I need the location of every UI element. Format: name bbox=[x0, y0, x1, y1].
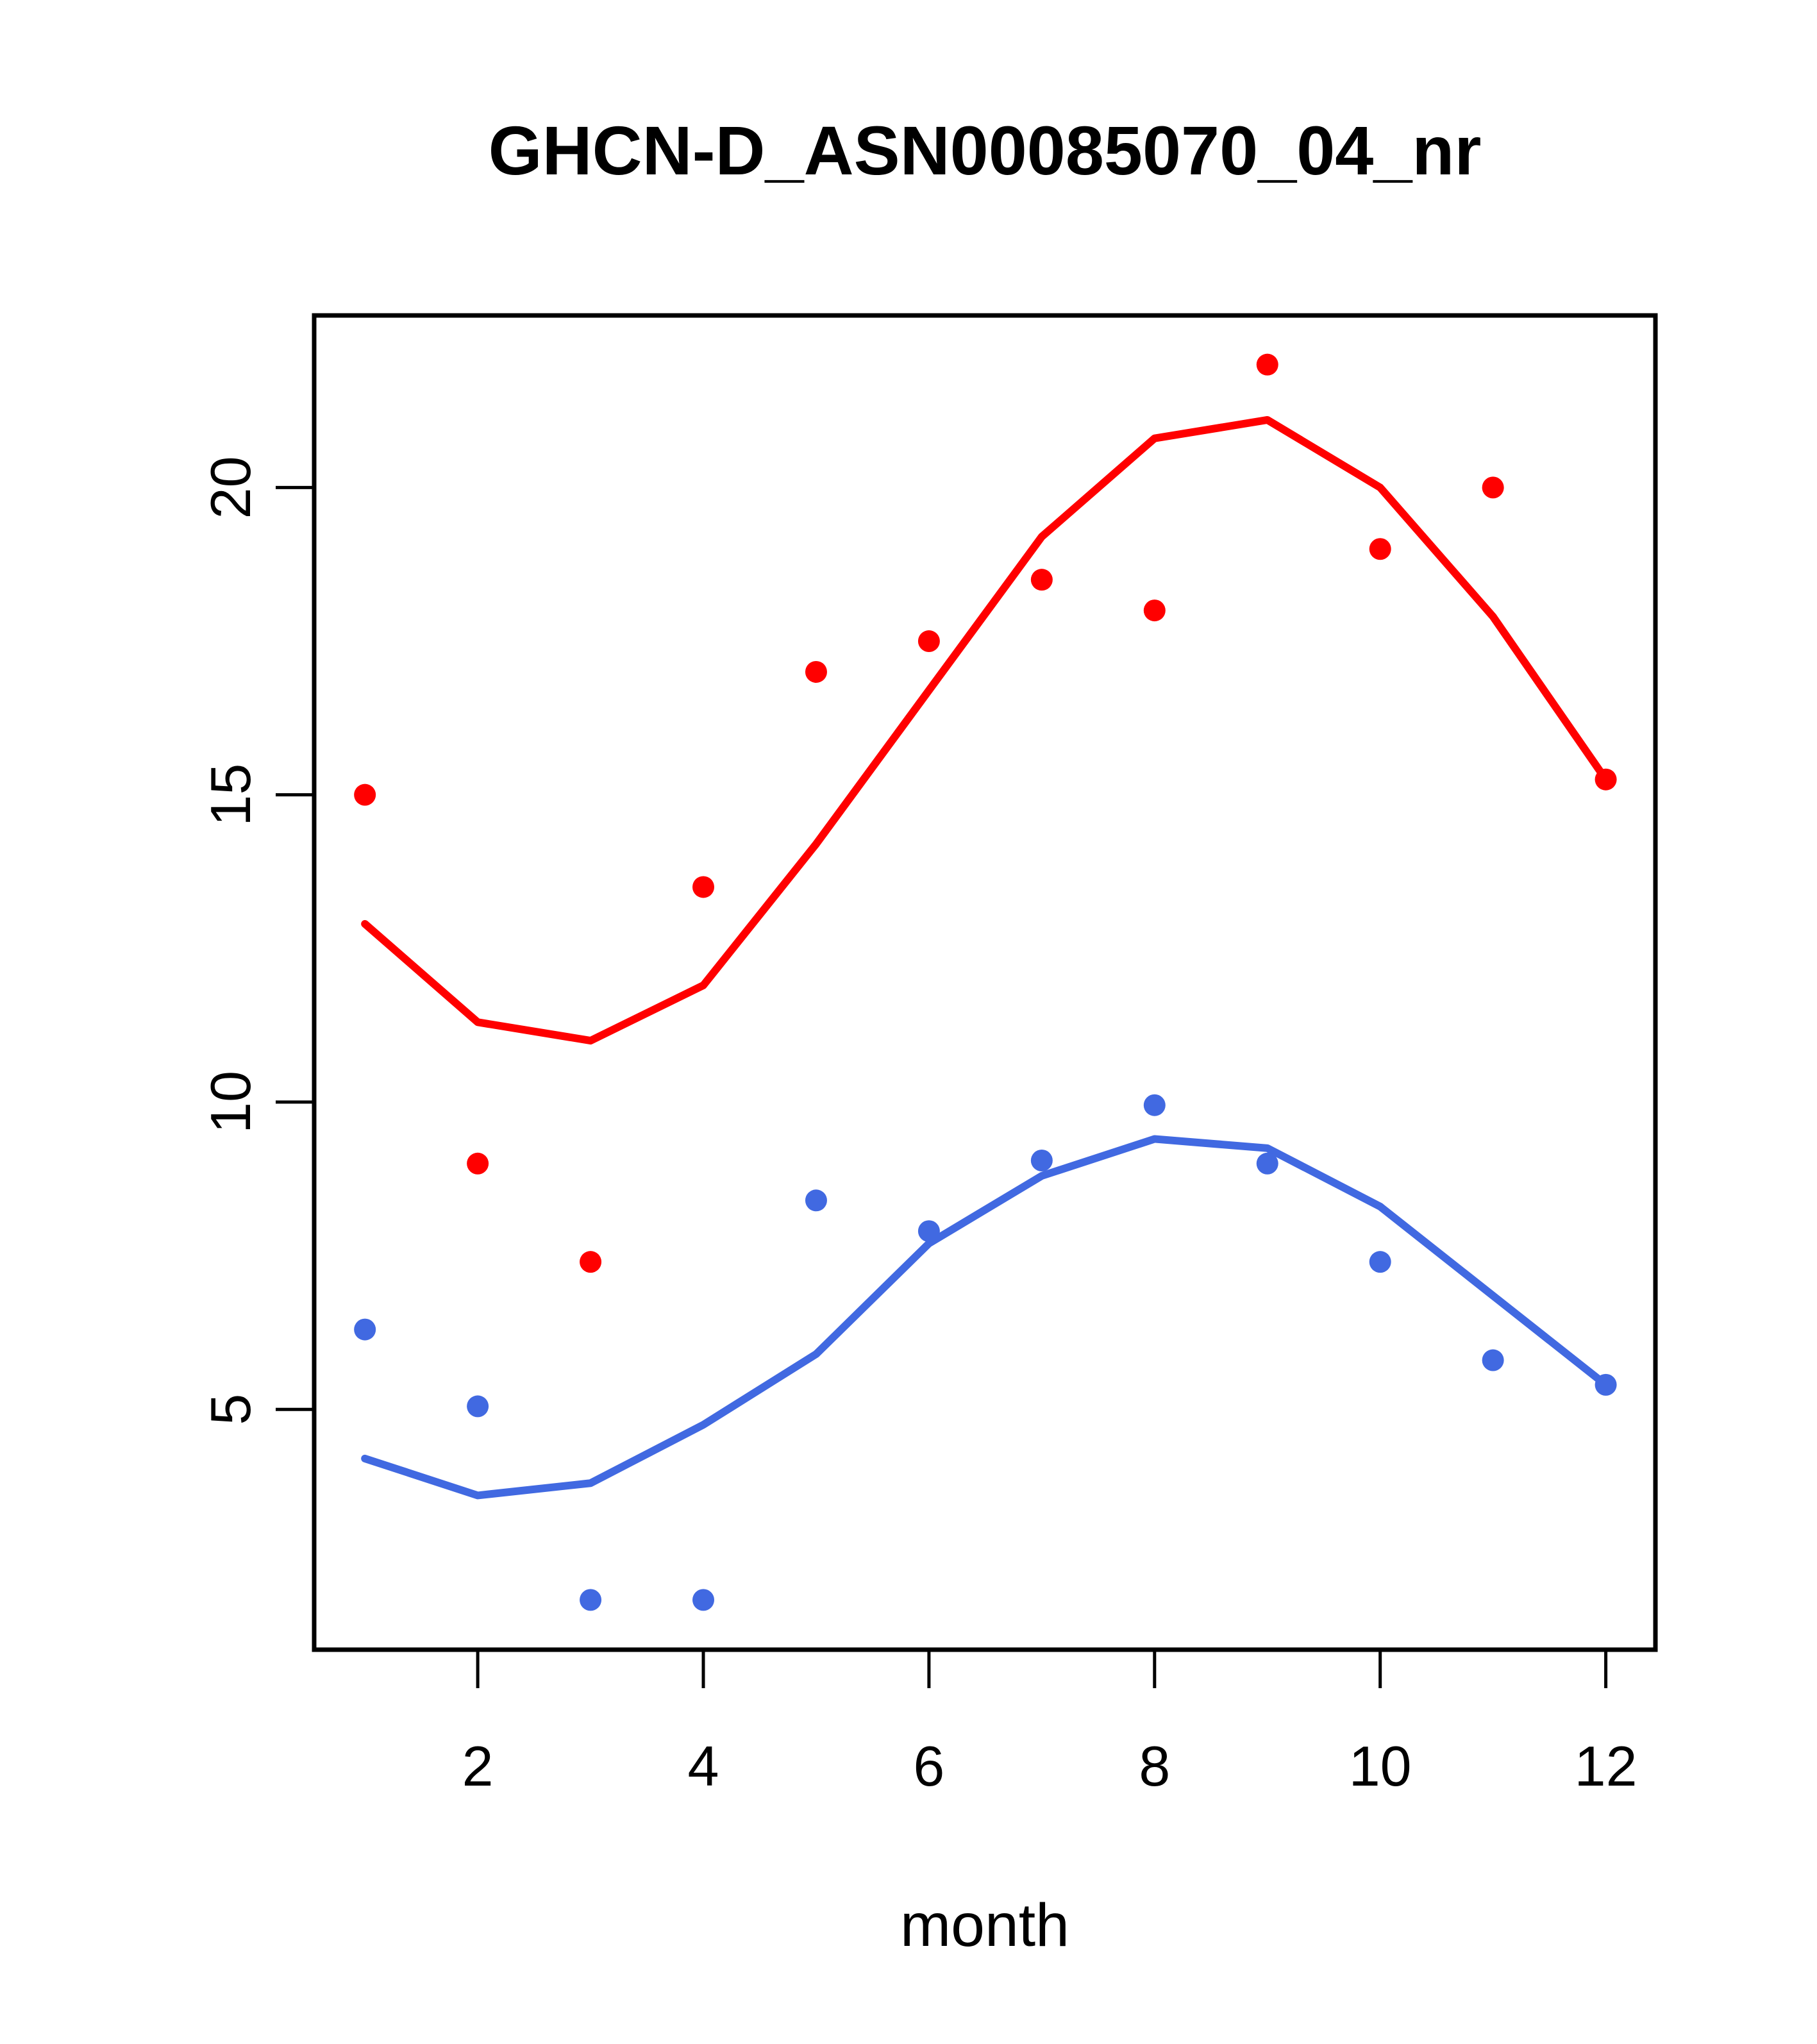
tmin-point-month-9 bbox=[1256, 1152, 1278, 1175]
x-tick-label: 12 bbox=[1575, 1734, 1637, 1798]
tmin-smooth-line bbox=[361, 1135, 1610, 1500]
tmin-point-month-5 bbox=[805, 1189, 827, 1212]
tmax-point-month-5 bbox=[805, 660, 827, 683]
tmax-smooth-line bbox=[361, 415, 1610, 1045]
tmax-point-month-2 bbox=[467, 1152, 489, 1175]
tmax-point-month-4 bbox=[692, 876, 715, 898]
series-group bbox=[354, 353, 1617, 1611]
tmax-point-month-11 bbox=[1482, 476, 1504, 499]
tmax-point-month-1 bbox=[354, 783, 376, 806]
tmax-point-month-3 bbox=[580, 1251, 602, 1273]
x-tick-label: 4 bbox=[688, 1734, 719, 1798]
x-tick-label: 8 bbox=[1139, 1734, 1170, 1798]
y-tick-label: 15 bbox=[199, 764, 262, 826]
tmin-point-month-12 bbox=[1595, 1373, 1617, 1396]
y-tick-label: 10 bbox=[199, 1071, 262, 1134]
tmax-point-month-6 bbox=[917, 630, 940, 653]
tmin-point-month-3 bbox=[580, 1589, 602, 1611]
tmax-point-month-9 bbox=[1256, 353, 1278, 376]
tmax-point-month-8 bbox=[1143, 599, 1166, 622]
x-tick-label: 10 bbox=[1349, 1734, 1412, 1798]
tmin-point-month-2 bbox=[467, 1395, 489, 1418]
tmin-point-month-10 bbox=[1369, 1251, 1391, 1273]
x-tick-label: 2 bbox=[462, 1734, 494, 1798]
axes: 2 4 6 8 10 12 5 10 15 20 bbox=[199, 313, 1658, 1798]
tmin-point-month-6 bbox=[917, 1220, 940, 1243]
y-tick-label: 20 bbox=[199, 456, 262, 519]
tmax-point-month-10 bbox=[1369, 538, 1391, 560]
tmin-point-month-7 bbox=[1030, 1149, 1053, 1171]
x-tick-label: 6 bbox=[913, 1734, 944, 1798]
chart-title: GHCN-D_ASN00085070_04_nr bbox=[489, 112, 1482, 189]
tmin-point-month-11 bbox=[1482, 1349, 1504, 1371]
tmin-point-month-1 bbox=[354, 1318, 376, 1341]
y-tick-label: 5 bbox=[199, 1394, 262, 1425]
plot-box bbox=[312, 313, 1658, 1652]
x-axis-label: month bbox=[900, 1891, 1069, 1959]
tmin-point-month-4 bbox=[692, 1589, 715, 1611]
tmax-point-month-12 bbox=[1595, 768, 1617, 791]
tmin-point-month-8 bbox=[1143, 1094, 1166, 1116]
tmax-point-month-7 bbox=[1030, 569, 1053, 591]
